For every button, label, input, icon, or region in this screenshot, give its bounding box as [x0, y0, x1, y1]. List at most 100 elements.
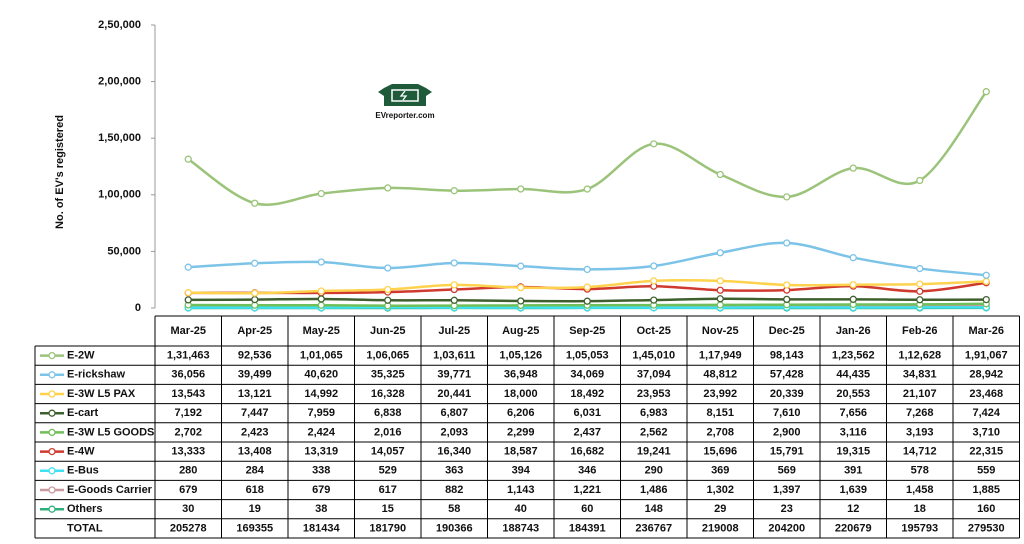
data-point — [783, 295, 791, 304]
table-cell: 23,468 — [969, 388, 1003, 400]
table-cell: 13,333 — [171, 446, 205, 458]
table-cell: 6,206 — [507, 407, 535, 419]
data-point — [517, 283, 525, 292]
table-cell: 1,01,065 — [300, 350, 343, 362]
table-cell: 14,057 — [371, 446, 405, 458]
legend-marker — [48, 428, 56, 437]
data-point — [716, 249, 724, 257]
series — [184, 300, 990, 310]
x-tick-label: Jan-26 — [836, 325, 871, 337]
table-cell: 1,06,065 — [366, 350, 409, 362]
table-cell: 1,639 — [839, 484, 867, 496]
x-tick-label: Aug-25 — [502, 325, 539, 337]
table-cell: 284 — [246, 465, 265, 477]
x-tick-label: Mar-25 — [171, 325, 206, 337]
table-cell: 18,000 — [504, 388, 538, 400]
table-cell: 16,682 — [570, 446, 604, 458]
table-cell: 1,03,611 — [433, 350, 475, 362]
series — [184, 277, 990, 297]
table-cell: 15 — [382, 503, 394, 515]
data-point — [783, 239, 791, 247]
data-point — [251, 199, 259, 207]
total-cell: 188743 — [502, 522, 539, 534]
legend-marker — [48, 351, 56, 360]
table-cell: 559 — [977, 465, 995, 477]
table-cell: 23 — [781, 503, 793, 515]
table-cell: 58 — [448, 503, 460, 515]
table-cell: 23,992 — [703, 388, 737, 400]
total-cell: 181434 — [303, 522, 341, 534]
data-point — [982, 271, 990, 279]
series — [184, 239, 990, 279]
table-cell: 92,536 — [238, 350, 272, 362]
logo-text: EVreporter.com — [375, 111, 434, 120]
table-cell: 2,702 — [174, 426, 202, 438]
data-table: Mar-25 Apr-25 May-25 Jun-25 Jul-25 Aug-25 Sep-… — [34, 315, 1020, 539]
table-cell: 8,151 — [706, 407, 734, 419]
legend-marker — [48, 390, 56, 398]
table-cell: 34,069 — [570, 369, 604, 381]
table-cell: 19 — [249, 503, 261, 515]
total-cell: 219008 — [702, 522, 739, 534]
data-point — [317, 287, 325, 295]
table-cell: 160 — [977, 503, 995, 515]
data-point — [184, 263, 192, 271]
data-point — [783, 193, 791, 201]
total-cell: 279530 — [968, 522, 1005, 534]
total-cell: 184391 — [569, 522, 606, 534]
total-cell: 220679 — [835, 522, 872, 534]
table-cell: 679 — [312, 484, 330, 496]
table-cell: 16,328 — [371, 388, 405, 400]
table-cell: 2,424 — [307, 426, 335, 438]
table-cell: 2,437 — [573, 426, 601, 438]
table-cell: 18,492 — [570, 388, 604, 400]
table-cell: 20,553 — [836, 388, 870, 400]
table-cell: 3,193 — [906, 426, 934, 438]
data-point — [184, 289, 192, 297]
legend-label: E-2W — [67, 350, 95, 362]
data-point — [184, 296, 192, 304]
table-cell: 2,900 — [773, 426, 801, 438]
data-point — [317, 295, 325, 303]
table-cell: 529 — [379, 465, 397, 477]
table-cell: 679 — [179, 484, 197, 496]
y-tick-label: 50,000 — [107, 245, 141, 257]
x-tick-label: Jul-25 — [438, 325, 470, 337]
data-point — [251, 289, 259, 297]
table-cell: 3,116 — [840, 426, 867, 438]
total-label: TOTAL — [67, 522, 103, 534]
table-cell: 28,942 — [969, 369, 1003, 381]
data-point — [583, 265, 591, 274]
data-point — [849, 164, 857, 172]
logo-bolt — [399, 90, 408, 101]
table-cell: 7,656 — [839, 407, 867, 419]
legend-label: E-3W L5 PAX — [67, 388, 136, 400]
table-cell: 19,241 — [637, 446, 671, 458]
data-point — [716, 170, 724, 179]
data-point — [450, 187, 458, 195]
legend-marker — [48, 486, 56, 494]
table-cell: 1,05,126 — [499, 350, 542, 362]
x-tick-label: Jun-25 — [370, 325, 405, 337]
data-point — [650, 277, 658, 285]
table-cell: 2,562 — [640, 426, 668, 438]
y-tick-label: 2,50,000 — [98, 19, 141, 31]
data-point — [317, 301, 325, 309]
table-cell: 20,441 — [437, 388, 471, 400]
table-cell: 19,315 — [836, 446, 870, 458]
legend-label: E-cart — [67, 407, 99, 419]
table-cell: 36,948 — [504, 369, 538, 381]
table-cell: 280 — [179, 465, 197, 477]
table-cell: 3,710 — [972, 426, 1000, 438]
y-tick-label: 2,00,000 — [98, 76, 141, 88]
table-cell: 2,016 — [374, 426, 402, 438]
data-point — [849, 281, 857, 289]
x-tick-label: Nov-25 — [702, 325, 739, 337]
legend-label: E-Bus — [67, 465, 99, 477]
table-cell: 6,838 — [374, 407, 402, 419]
table-cell: 13,408 — [238, 446, 272, 458]
y-tick-label: 0 — [135, 302, 141, 314]
data-point — [916, 280, 924, 288]
table-cell: 2,299 — [507, 426, 535, 438]
table-cell: 2,708 — [706, 426, 734, 438]
